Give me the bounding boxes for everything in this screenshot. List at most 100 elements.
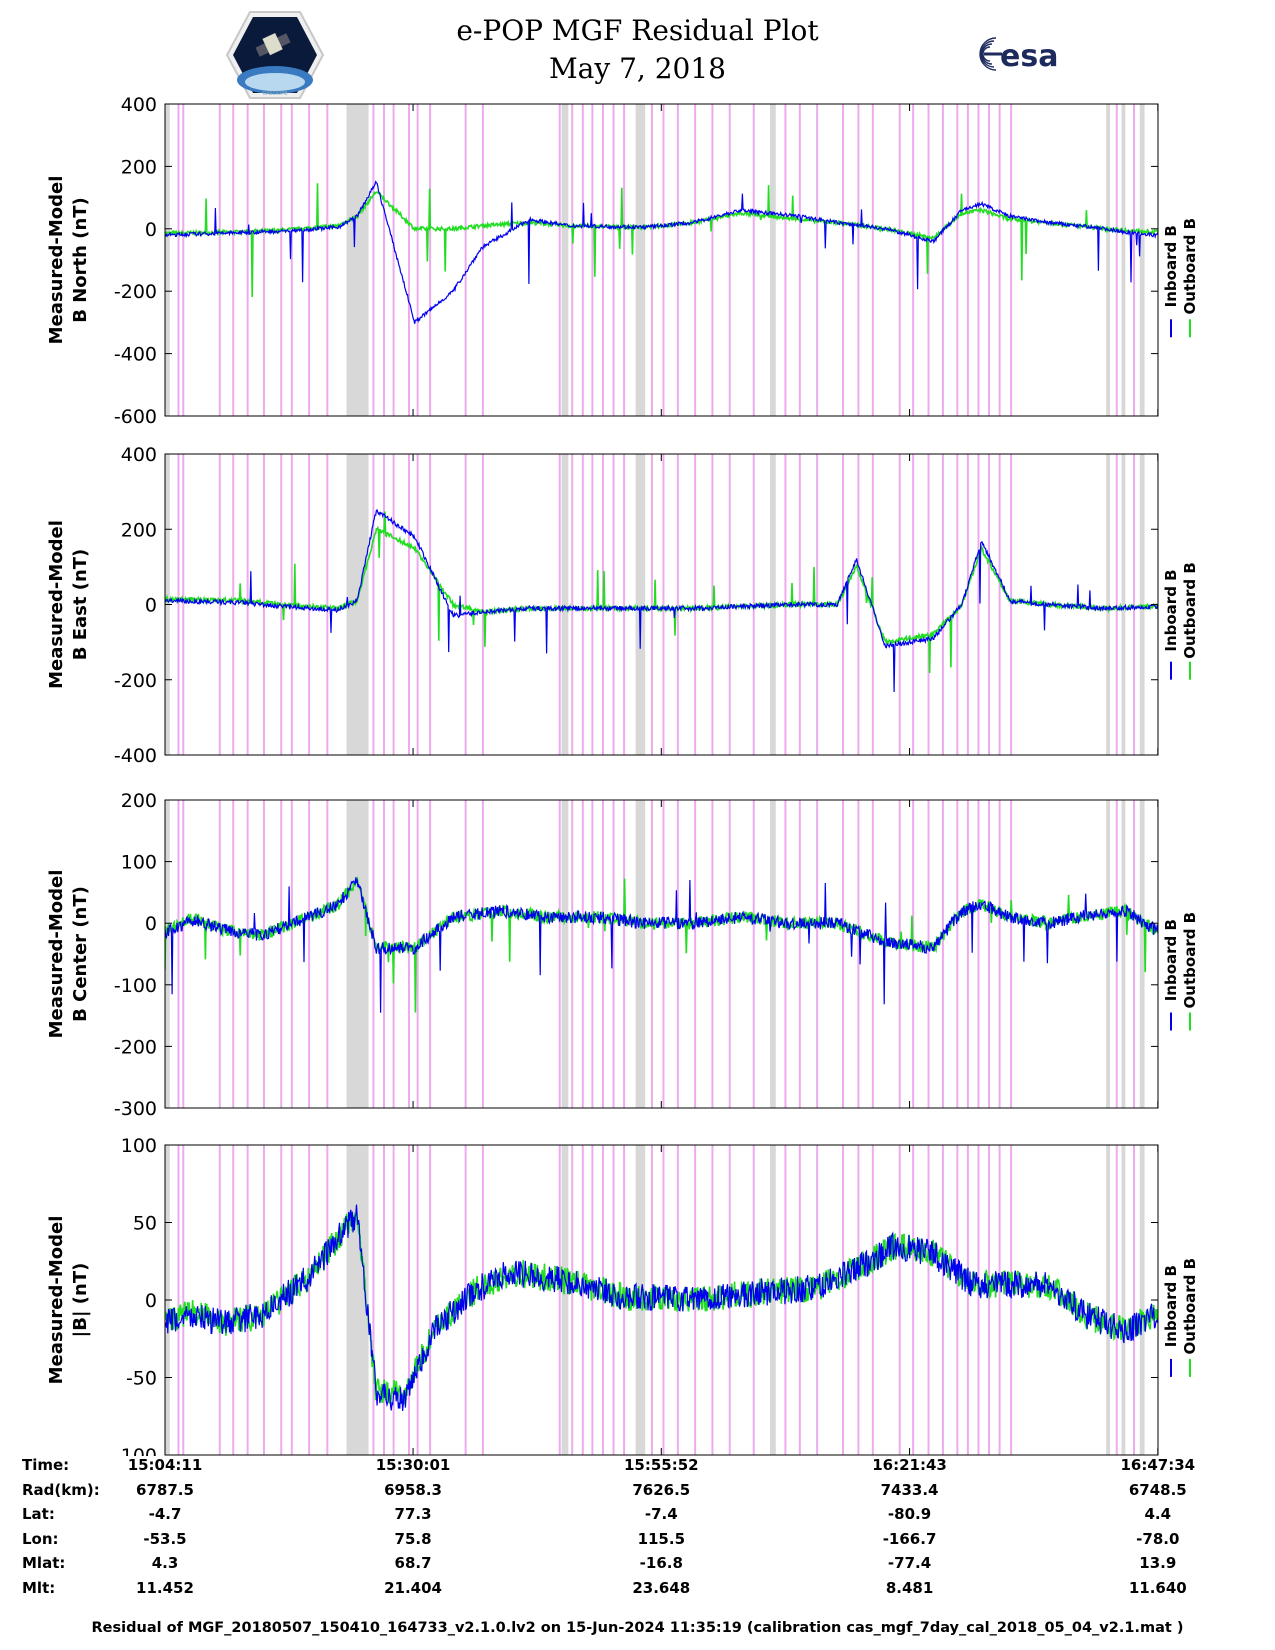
pink-band: [372, 1145, 375, 1455]
pink-band: [941, 1145, 944, 1455]
pink-band: [623, 800, 626, 1108]
ephemeris-value: 15:04:11: [127, 1456, 203, 1474]
ephemeris-row: Rad(km): 6787.5 6958.3 7626.5 7433.4 6748.5: [0, 1481, 1275, 1505]
pink-band: [308, 104, 311, 416]
pink-band: [728, 800, 731, 1108]
ephemeris-row: Time: 15:04:11 15:30:01 15:55:52 16:21:43 16:…: [0, 1456, 1275, 1480]
gray-band: [1121, 104, 1126, 416]
legend-inboard-label: Inboard B: [1162, 919, 1180, 1001]
pink-band: [581, 104, 584, 416]
pink-band: [752, 104, 755, 416]
pink-band: [752, 800, 755, 1108]
panel-4-axes-box: [164, 1144, 1159, 1456]
panel-2: 400 200 0 -200 -400 Measured-Model B East (nT)…: [46, 444, 1199, 767]
y-axis-label: Measured-Model: [46, 1216, 67, 1385]
pink-band: [988, 104, 991, 416]
pink-band: [581, 1145, 584, 1455]
pink-band: [816, 1145, 819, 1455]
series-inboard-line: [165, 1204, 1158, 1411]
pink-band: [1133, 454, 1136, 755]
pink-band: [912, 104, 915, 416]
pink-band: [218, 800, 221, 1108]
pink-band: [177, 800, 180, 1108]
pink-band: [711, 800, 714, 1108]
pink-band: [392, 1145, 395, 1455]
pink-band: [308, 1145, 311, 1455]
chart-title: e-POP MGF Residual Plot: [456, 14, 819, 47]
pink-band: [372, 800, 375, 1108]
y-tick-label: 200: [121, 156, 157, 178]
ephemeris-value: 8.481: [885, 1579, 934, 1597]
pink-band: [571, 800, 574, 1108]
pink-band: [1010, 800, 1013, 1108]
pink-band: [1115, 454, 1118, 755]
ephemeris-value: 11.640: [1128, 1579, 1187, 1597]
pink-band: [912, 454, 915, 755]
pink-band: [623, 104, 626, 416]
pink-band: [571, 104, 574, 416]
pink-band: [326, 1145, 329, 1455]
pink-band: [558, 454, 561, 755]
pink-band: [262, 800, 265, 1108]
pink-band: [407, 454, 410, 755]
footer-caption: Residual of MGF_20180507_150410_164733_v…: [91, 1620, 1184, 1636]
pink-band: [694, 800, 697, 1108]
y-axis-label: B Center (nT): [70, 886, 91, 1022]
pink-band: [798, 104, 801, 416]
pink-band: [481, 104, 484, 416]
pink-band: [407, 104, 410, 416]
panel-3-plot-area: [165, 800, 1158, 1108]
y-axis-label: Measured-Model: [46, 870, 67, 1039]
pink-band: [290, 800, 293, 1108]
pink-band: [927, 1145, 930, 1455]
y-tick-label: -400: [114, 745, 157, 767]
pink-band: [1010, 1145, 1013, 1455]
pink-band: [581, 454, 584, 755]
series-outboard-line: [165, 511, 1158, 674]
pink-band: [662, 104, 665, 416]
pink-band: [429, 800, 432, 1108]
pink-band: [280, 104, 283, 416]
y-tick-label: 0: [145, 219, 157, 241]
pink-band: [464, 454, 467, 755]
y-tick-label: 100: [121, 1135, 157, 1157]
panel-3-axes-box: [164, 799, 1159, 1109]
ephemeris-value: 15:30:01: [375, 1456, 451, 1474]
pink-band: [416, 1145, 419, 1455]
pink-band: [182, 104, 185, 416]
pink-band: [941, 800, 944, 1108]
pink-band: [571, 1145, 574, 1455]
pink-band: [182, 454, 185, 755]
pink-band: [429, 1145, 432, 1455]
gray-band: [346, 800, 369, 1108]
pink-band: [842, 454, 845, 755]
y-tick-label: 0: [145, 913, 157, 935]
pink-band: [1115, 104, 1118, 416]
pink-band: [857, 104, 860, 416]
ephemeris-value: 16:47:34: [1120, 1456, 1196, 1474]
gray-band: [1121, 454, 1126, 755]
pink-band: [650, 104, 653, 416]
y-axis-label: B North (nT): [70, 197, 91, 323]
ephemeris-label: Mlt:: [22, 1579, 56, 1597]
panel-4-plot-area: [165, 1145, 1158, 1455]
pink-band: [898, 1145, 901, 1455]
pink-band: [966, 454, 969, 755]
y-tick-label: 0: [145, 595, 157, 617]
series-outboard-line: [165, 1211, 1158, 1405]
pink-band: [1115, 1145, 1118, 1455]
pink-band: [601, 104, 604, 416]
legend-outboard-label: Outboard B: [1181, 1258, 1199, 1355]
y-tick-label: -200: [114, 670, 157, 692]
pink-band: [816, 800, 819, 1108]
pink-band: [591, 104, 594, 416]
ephemeris-value: 7433.4: [880, 1480, 939, 1499]
pink-band: [752, 454, 755, 755]
pink-band: [481, 800, 484, 1108]
pink-band: [601, 800, 604, 1108]
cassiope-logo-text: CASSIOPE: [263, 91, 288, 97]
pink-band: [429, 454, 432, 755]
ephemeris-value: 15:55:52: [623, 1456, 699, 1474]
pink-band: [416, 800, 419, 1108]
